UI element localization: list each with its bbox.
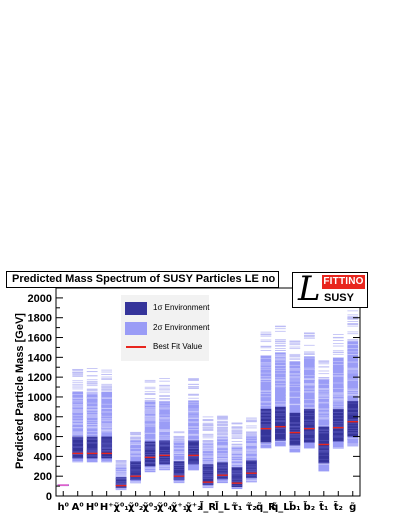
x-tick-label: χ̃⁰₂ <box>128 501 143 513</box>
y-tick-label: 400 <box>34 451 52 463</box>
particle-band <box>86 368 98 463</box>
x-tick-label: A⁰ <box>72 502 84 513</box>
two-sigma-bar <box>144 401 156 473</box>
one-sigma-bar <box>303 408 315 443</box>
one-sigma-bar <box>347 400 359 437</box>
y-tick-label: 1800 <box>28 313 52 325</box>
y-tick-label: 600 <box>34 432 52 444</box>
one-sigma-bar <box>217 462 228 480</box>
y-tick-label: 1200 <box>28 372 52 384</box>
particle-band <box>57 484 69 487</box>
x-tick-label: χ̃⁰₁ <box>114 501 129 513</box>
particle-band <box>173 431 185 484</box>
particle-band <box>260 331 272 449</box>
particle-band <box>72 368 84 463</box>
y-tick-label: 0 <box>46 491 52 503</box>
logo-l-glyph: L <box>298 269 321 309</box>
particle-band <box>101 369 113 463</box>
particle-band <box>246 417 257 483</box>
legend-swatch-bestfit <box>126 346 146 348</box>
particle-band <box>130 431 141 484</box>
two-sigma-bar <box>246 434 257 483</box>
one-sigma-bar <box>86 436 98 459</box>
x-tick-label: χ̃⁰₄ <box>157 501 172 513</box>
one-sigma-bar <box>188 440 199 465</box>
y-tick-label: 2000 <box>28 293 52 305</box>
two-sigma-bar <box>159 400 170 471</box>
one-sigma-bar <box>289 412 301 446</box>
y-tick-label: 1000 <box>28 392 52 404</box>
legend: 1σ Environment 2σ Environment Best Fit V… <box>121 295 210 361</box>
y-tick-label: 1400 <box>28 352 52 364</box>
particle-band <box>231 422 243 490</box>
two-sigma-bar <box>332 357 344 449</box>
chart-title: Predicted Mass Spectrum of SUSY Particle… <box>6 271 279 288</box>
logo-susy-text: SUSY <box>324 292 354 304</box>
y-tick-label: 200 <box>34 471 52 483</box>
one-sigma-bar <box>144 441 156 467</box>
particle-band <box>303 332 315 449</box>
x-tick-label: H⁺ <box>100 502 114 513</box>
x-tick-label: l̃_L <box>214 500 230 513</box>
legend-swatch-1sigma <box>125 302 147 315</box>
particle-band <box>332 334 344 449</box>
two-sigma-bar <box>275 352 286 447</box>
legend-label-bestfit: Best Fit Value <box>153 342 203 351</box>
logo-fittino-text: FITTINO <box>322 275 365 289</box>
particle-band <box>202 416 214 489</box>
one-sigma-bar <box>231 467 243 488</box>
x-tick-label: χ̃⁺₁ <box>171 501 187 513</box>
particle-band <box>217 415 228 484</box>
two-sigma-bar <box>289 361 301 453</box>
two-sigma-bar <box>318 379 330 472</box>
x-tick-label: q̃_L <box>271 501 290 513</box>
particle-band <box>188 378 199 471</box>
x-tick-label: b̃₂ <box>303 500 315 513</box>
y-tick-label: 800 <box>34 412 52 424</box>
fittino-logo: L FITTINO SUSY <box>292 269 368 309</box>
x-tick-label: l̃_R <box>199 500 216 513</box>
x-tick-label: τ̃₁ <box>232 501 243 513</box>
x-tick-label: t̃₁ <box>319 500 329 513</box>
particle-band <box>115 459 127 491</box>
y-tick-label: 1600 <box>28 333 52 345</box>
one-sigma-bar <box>275 406 286 441</box>
x-tick-label: q̃_R <box>256 501 276 513</box>
legend-label-1sigma: 1σ Environment <box>153 303 210 312</box>
one-sigma-bar <box>173 461 185 481</box>
particle-band <box>347 310 359 447</box>
x-tick-label: H⁰ <box>86 502 99 513</box>
two-sigma-bar <box>217 436 228 484</box>
x-tick-label: τ̃₂ <box>246 501 257 513</box>
x-tick-label: h⁰ <box>57 502 69 513</box>
particle-band <box>318 360 330 472</box>
particle-band <box>289 340 301 453</box>
particle-band <box>159 378 170 471</box>
particle-band <box>275 325 286 447</box>
two-sigma-bar <box>303 356 315 449</box>
two-sigma-bar <box>260 355 272 449</box>
x-tick-label: χ̃⁰₃ <box>142 501 157 513</box>
x-tick-label: χ̃⁺₂ <box>185 501 201 513</box>
particle-band <box>144 379 156 473</box>
x-tick-label: t̃₂ <box>333 500 343 513</box>
x-tick-label: b̃₁ <box>288 500 300 513</box>
legend-label-2sigma: 2σ Environment <box>153 323 210 332</box>
x-tick-label: g̃ <box>349 501 356 513</box>
y-axis-label: Predicted Particle Mass [GeV] <box>14 313 26 469</box>
legend-swatch-2sigma <box>125 322 147 335</box>
